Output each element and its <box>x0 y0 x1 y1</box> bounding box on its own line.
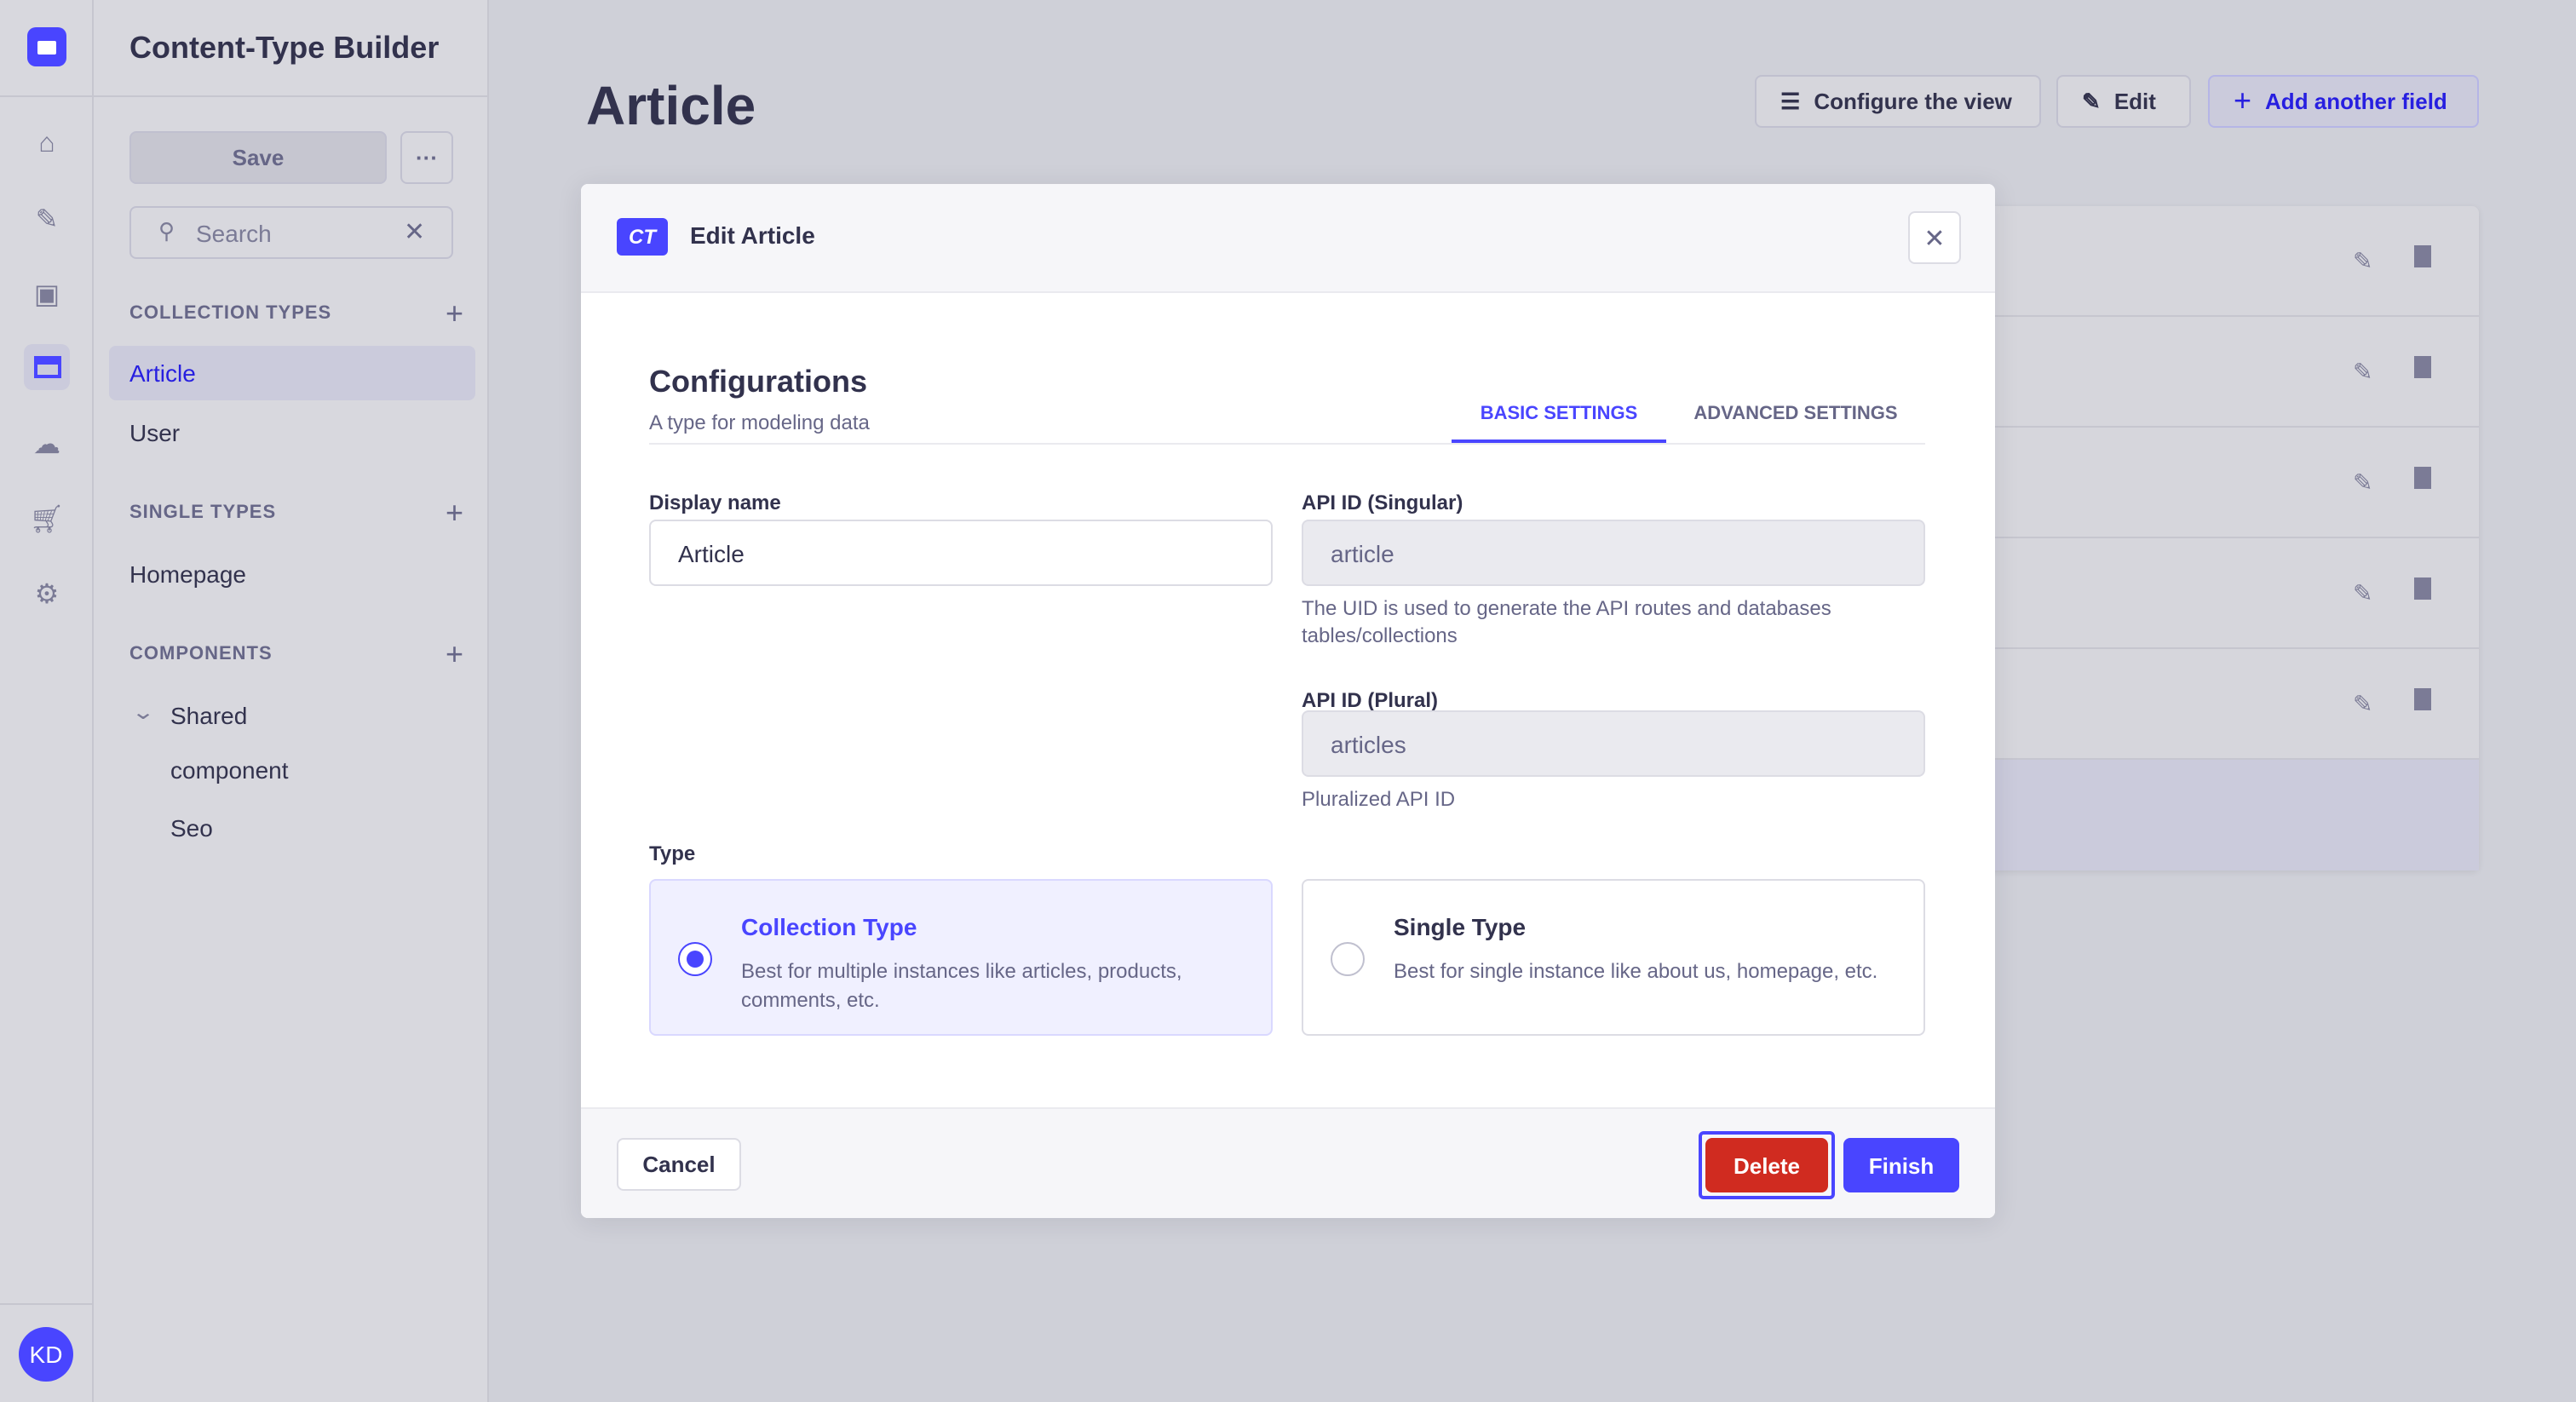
table-row: ✎ <box>1874 649 2479 760</box>
modal-footer: Cancel Delete Finish <box>581 1107 1995 1218</box>
sidebar-group-shared[interactable]: Shared <box>170 702 248 729</box>
search-placeholder: Search <box>196 220 272 247</box>
option-description: Best for multiple instances like article… <box>741 959 1182 1012</box>
delete-field-icon[interactable] <box>2414 577 2431 600</box>
plus-icon: + <box>2234 83 2252 118</box>
sidebar-item-homepage[interactable]: Homepage <box>129 560 246 588</box>
divider <box>94 95 489 97</box>
section-title: Configurations <box>649 365 867 399</box>
sidebar-item-seo[interactable]: Seo <box>170 814 213 842</box>
content-type-sidebar: Content-Type Builder Save ··· ⚲ Search ✕… <box>94 0 489 1402</box>
clear-search-icon[interactable]: ✕ <box>404 218 426 247</box>
api-id-plural-input: articles <box>1302 710 1925 777</box>
edit-field-icon[interactable]: ✎ <box>2353 247 2373 274</box>
table-row: ✎ <box>1874 428 2479 538</box>
edit-field-icon[interactable]: ✎ <box>2353 358 2373 385</box>
type-label: Type <box>649 842 696 865</box>
api-id-plural-hint: Pluralized API ID <box>1302 787 1456 811</box>
page-title: Article <box>586 75 756 136</box>
radio-selected[interactable] <box>678 942 712 976</box>
api-id-singular-hint: The UID is used to generate the API rout… <box>1302 596 1831 647</box>
add-single-type-icon[interactable]: + <box>445 496 463 530</box>
table-row: ✎ <box>1874 206 2479 317</box>
chevron-down-icon[interactable]: ⌄ <box>130 700 156 724</box>
api-id-singular-label: API ID (Singular) <box>1302 491 1463 514</box>
feather-icon[interactable]: ✎ <box>35 205 59 234</box>
modal-title: Edit Article <box>690 221 815 249</box>
finish-button[interactable]: Finish <box>1843 1138 1959 1192</box>
display-name-label: Display name <box>649 491 781 514</box>
cart-icon[interactable]: 🛒︎ <box>29 505 65 534</box>
search-input[interactable]: ⚲ Search ✕ <box>129 206 453 259</box>
strapi-logo-icon[interactable] <box>27 27 66 66</box>
edit-article-modal: CT Edit Article ✕ Configurations A type … <box>581 184 1995 1218</box>
layout-icon[interactable] <box>24 344 70 390</box>
pencil-icon: ✎ <box>2082 88 2101 113</box>
edit-field-icon[interactable]: ✎ <box>2353 690 2373 717</box>
api-id-plural-label: API ID (Plural) <box>1302 688 1439 712</box>
edit-field-icon[interactable]: ✎ <box>2353 468 2373 496</box>
button-label: Edit <box>2113 89 2156 114</box>
content-type-badge: CT <box>617 218 668 256</box>
main-nav-rail: ⌂ ✎ ▣ ☁ 🛒︎ ⚙ KD <box>0 0 94 1402</box>
cancel-button[interactable]: Cancel <box>617 1138 741 1191</box>
gear-icon[interactable]: ⚙ <box>34 580 60 609</box>
table-row: ✎ <box>1874 538 2479 649</box>
save-button[interactable]: Save <box>129 131 387 184</box>
delete-field-icon[interactable] <box>2414 356 2431 378</box>
search-icon: ⚲ <box>158 218 175 244</box>
delete-field-icon[interactable] <box>2414 245 2431 267</box>
add-component-icon[interactable]: + <box>445 637 463 671</box>
delete-field-icon[interactable] <box>2414 467 2431 489</box>
collection-type-option[interactable]: Collection Type Best for multiple instan… <box>649 879 1273 1036</box>
components-heading: COMPONENTS <box>129 644 273 664</box>
sidebar-item-article[interactable]: Article <box>109 346 475 400</box>
media-icon[interactable]: ▣ <box>33 280 60 309</box>
focus-ring <box>1699 1131 1835 1199</box>
api-id-singular-input: article <box>1302 520 1925 586</box>
avatar[interactable]: KD <box>19 1327 73 1382</box>
edit-field-icon[interactable]: ✎ <box>2353 579 2373 606</box>
delete-button[interactable]: Delete <box>1705 1138 1828 1192</box>
sidebar-item-component[interactable]: component <box>170 756 289 784</box>
configure-view-button[interactable]: ☰ Configure the view <box>1755 75 2041 128</box>
option-title: Single Type <box>1394 913 1527 940</box>
button-label: Configure the view <box>1814 89 2012 114</box>
table-row: ✎ <box>1874 317 2479 428</box>
option-title: Collection Type <box>741 913 917 940</box>
tab-basic-settings[interactable]: BASIC SETTINGS <box>1452 390 1666 443</box>
sidebar-item-label: Article <box>129 359 196 387</box>
list-settings-icon: ☰ <box>1780 88 1801 113</box>
single-types-heading: SINGLE TYPES <box>129 503 277 523</box>
display-name-input[interactable]: Article <box>649 520 1273 586</box>
radio-unselected[interactable] <box>1331 942 1365 976</box>
close-icon[interactable]: ✕ <box>1908 211 1961 264</box>
divider <box>649 443 1925 445</box>
edit-button[interactable]: ✎ Edit <box>2056 75 2191 128</box>
single-type-option[interactable]: Single Type Best for single instance lik… <box>1302 879 1925 1036</box>
home-icon[interactable]: ⌂ <box>38 129 55 158</box>
divider <box>0 95 94 97</box>
section-subtitle: A type for modeling data <box>649 411 870 434</box>
delete-field-icon[interactable] <box>2414 688 2431 710</box>
add-collection-type-icon[interactable]: + <box>445 296 463 330</box>
collection-types-heading: COLLECTION TYPES <box>129 303 332 324</box>
button-label: Add another field <box>2265 89 2447 114</box>
divider <box>0 1303 94 1305</box>
sidebar-title: Content-Type Builder <box>129 31 440 65</box>
sidebar-item-user[interactable]: User <box>129 419 181 446</box>
option-description: Best for single instance like about us, … <box>1394 959 1878 983</box>
tab-advanced-settings[interactable]: ADVANCED SETTINGS <box>1693 404 1898 424</box>
add-another-field-button[interactable]: + Add another field <box>2208 75 2479 128</box>
modal-header: CT Edit Article ✕ <box>581 184 1995 293</box>
more-button[interactable]: ··· <box>400 131 453 184</box>
cloud-icon[interactable]: ☁ <box>33 430 60 459</box>
